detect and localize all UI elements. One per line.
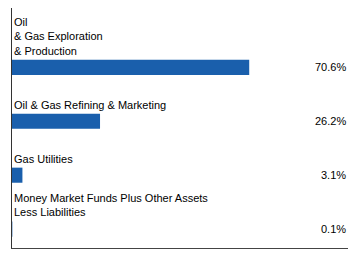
svg-text:3.1%: 3.1% [321, 169, 346, 181]
svg-text:Oil & Gas Refining & Marketing: Oil & Gas Refining & Marketing [14, 99, 166, 111]
svg-text:Oil& Gas Exploration& Producti: Oil& Gas Exploration& Production [14, 16, 103, 57]
svg-text:Gas Utilities: Gas Utilities [14, 153, 73, 165]
svg-text:Money Market Funds Plus Other: Money Market Funds Plus Other AssetsLess… [14, 192, 208, 218]
svg-text:26.2%: 26.2% [315, 115, 346, 127]
svg-text:70.6%: 70.6% [315, 61, 346, 73]
svg-text:0.1%: 0.1% [321, 223, 346, 235]
